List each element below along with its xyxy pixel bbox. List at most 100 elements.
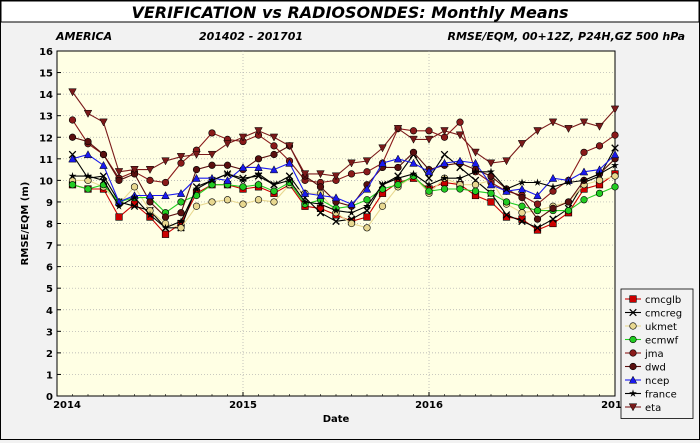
data-point-eta [486,159,496,168]
data-point-ecmwf [518,202,526,210]
series-line-france [72,164,616,229]
data-point-ncep [393,154,403,163]
data-point-ecmwf [595,189,604,197]
data-point-ecmwf [177,198,185,206]
data-point-dwd [177,209,185,217]
data-point-jma [456,118,464,126]
data-point-dwd [316,183,325,191]
data-point-ncep [486,180,496,189]
x-tick-label: 2015 [229,400,257,411]
data-point-eta [316,170,325,179]
data-point-france [456,174,464,182]
data-point-france [564,178,573,186]
data-point-france [580,176,588,184]
data-point-eta [68,88,77,97]
data-point-ncep [316,191,325,200]
data-point-ncep [99,160,108,169]
data-point-ecmwf [471,187,480,195]
x-axis: 2014 2015 2016 2017 [53,392,629,411]
data-point-france [99,176,108,184]
data-point-ecmwf [394,181,402,189]
data-point-ukmet [363,224,371,232]
data-point-ncep [610,150,620,159]
data-point-eta [254,127,263,136]
data-point-ncep [378,158,387,167]
data-point-eta [269,133,279,142]
data-point-jma [270,142,278,150]
legend-marker [629,362,637,371]
legend-label: ukmet [645,322,677,333]
y-tick-label: 10 [39,176,53,187]
y-tick-label: 1 [46,370,53,381]
legend-label: ncep [645,376,669,387]
data-point-dwd [254,155,263,163]
data-point-jma [363,168,371,176]
period-label: 201402 - 201701 [199,30,303,43]
data-point-eta [409,135,418,144]
data-point-ukmet [254,196,263,204]
legend-marker [629,308,637,317]
data-point-eta [223,140,232,149]
data-point-ncep [176,188,186,197]
data-point-eta [99,118,108,127]
data-point-ncep [238,163,248,171]
y-tick-label: 13 [39,112,53,123]
data-point-ncep [362,184,372,193]
data-point-eta [595,122,604,131]
data-point-ncep [300,188,310,197]
data-point-france [285,176,294,184]
y-tick-label: 15 [39,69,53,80]
data-point-ecmwf [580,196,588,204]
y-tick-label: 9 [46,198,53,209]
data-point-ukmet [378,202,387,210]
data-point-ecmwf [487,189,495,197]
data-point-ecmwf [270,187,278,195]
data-point-dwd [533,215,542,223]
data-point-eta [331,172,341,181]
data-point-ncep [145,191,155,200]
data-point-cmcreg [130,202,139,211]
data-point-eta [83,109,93,118]
data-point-jma [208,129,216,137]
data-point-dwd [192,165,201,174]
data-point-ncep [533,191,542,200]
y-tick-label: 2 [46,349,53,360]
data-point-cmcglb [487,198,495,206]
legend-item-ncep: ncep [625,375,669,387]
data-point-ukmet [595,176,604,184]
data-point-jma [595,142,604,150]
data-point-eta [192,150,201,159]
data-point-ukmet [223,196,232,204]
x-tick-label: 2017 [601,400,629,411]
legend-marker [629,322,637,330]
data-point-ukmet [347,219,356,228]
grid [57,51,615,396]
data-point-france [161,223,170,232]
data-point-dwd [564,198,573,206]
data-point-france [347,208,356,217]
y-axis-label: RMSE/EQM (m) [20,182,31,266]
data-point-ncep [347,199,356,208]
data-point-ncep [192,173,201,182]
x-axis-label: Date [323,414,350,425]
data-point-france [611,161,619,169]
data-point-eta [238,133,248,142]
data-point-ecmwf [502,198,511,206]
legend-label: eta [645,403,661,414]
data-point-ncep [161,191,170,200]
data-point-eta [517,140,527,149]
data-point-cmcreg [316,208,325,217]
x-tick-label: 2016 [415,400,443,411]
data-point-eta [176,153,186,161]
data-point-cmcglb [363,213,371,221]
data-point-dwd [270,150,278,159]
data-point-ukmet [611,172,619,180]
series-group [68,88,620,238]
data-point-jma [611,131,619,139]
data-point-ukmet [177,224,185,232]
data-point-jma [146,176,154,184]
data-point-ecmwf [254,181,263,189]
data-point-dwd [208,161,216,169]
data-point-france [177,217,185,225]
